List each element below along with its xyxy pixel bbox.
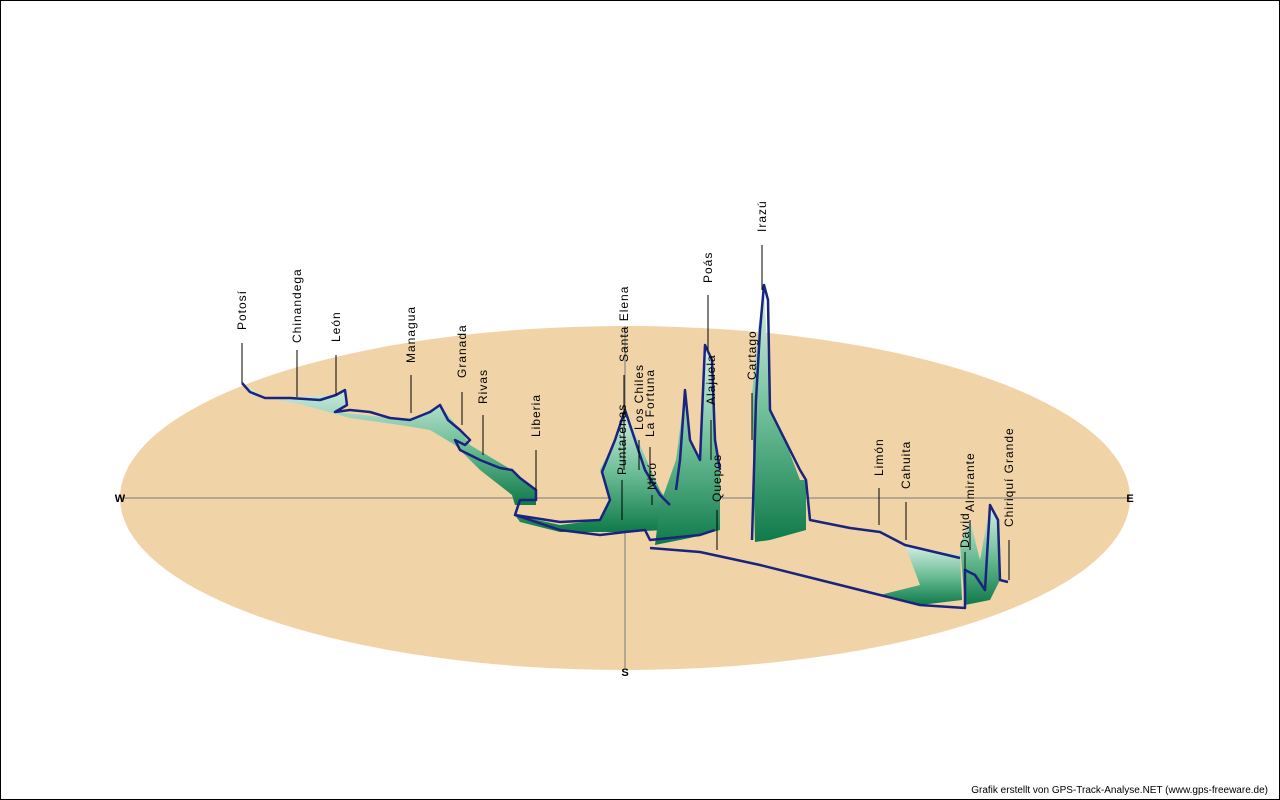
place-label: Quepos: [710, 454, 724, 502]
place-label: Chiriquí Grande: [1002, 427, 1016, 527]
place-label: Limón: [872, 438, 886, 476]
place-label: David: [958, 512, 972, 548]
track: [750, 283, 961, 560]
place-label: León: [329, 311, 343, 342]
place-label: Irazú: [755, 200, 769, 232]
compass-east: E: [1126, 493, 1133, 505]
place-label: Santa Elena: [617, 286, 631, 362]
place-label: Cartago: [745, 330, 759, 380]
place-label: Potosí: [235, 290, 249, 330]
place-label: Granada: [455, 324, 469, 378]
place-label: Poás: [701, 252, 715, 283]
place-label: Chinandega: [290, 268, 304, 343]
place-label: La Fortuna: [643, 369, 657, 437]
track: [649, 503, 1009, 610]
place-label: Cahuita: [899, 441, 913, 489]
place-labels: Potosí Chinandega León Managua Granada Rivas L…: [235, 200, 1016, 580]
place-label: Liberia: [529, 394, 543, 437]
place-label: Managua: [404, 306, 418, 363]
compass-west: W: [115, 493, 126, 505]
place-label: Puntarenas: [615, 404, 629, 475]
place-label: Alajuela: [704, 354, 718, 405]
track: [241, 382, 716, 542]
place-label: Nicó: [645, 462, 659, 490]
place-label: Los Chiles: [632, 364, 646, 430]
track: [674, 343, 722, 491]
place-label: Rivas: [476, 369, 490, 404]
place-label: Almirante: [963, 452, 977, 512]
credit: Grafik erstellt von GPS-Track-Analyse.NE…: [971, 785, 1268, 796]
compass-south: S: [621, 667, 628, 679]
